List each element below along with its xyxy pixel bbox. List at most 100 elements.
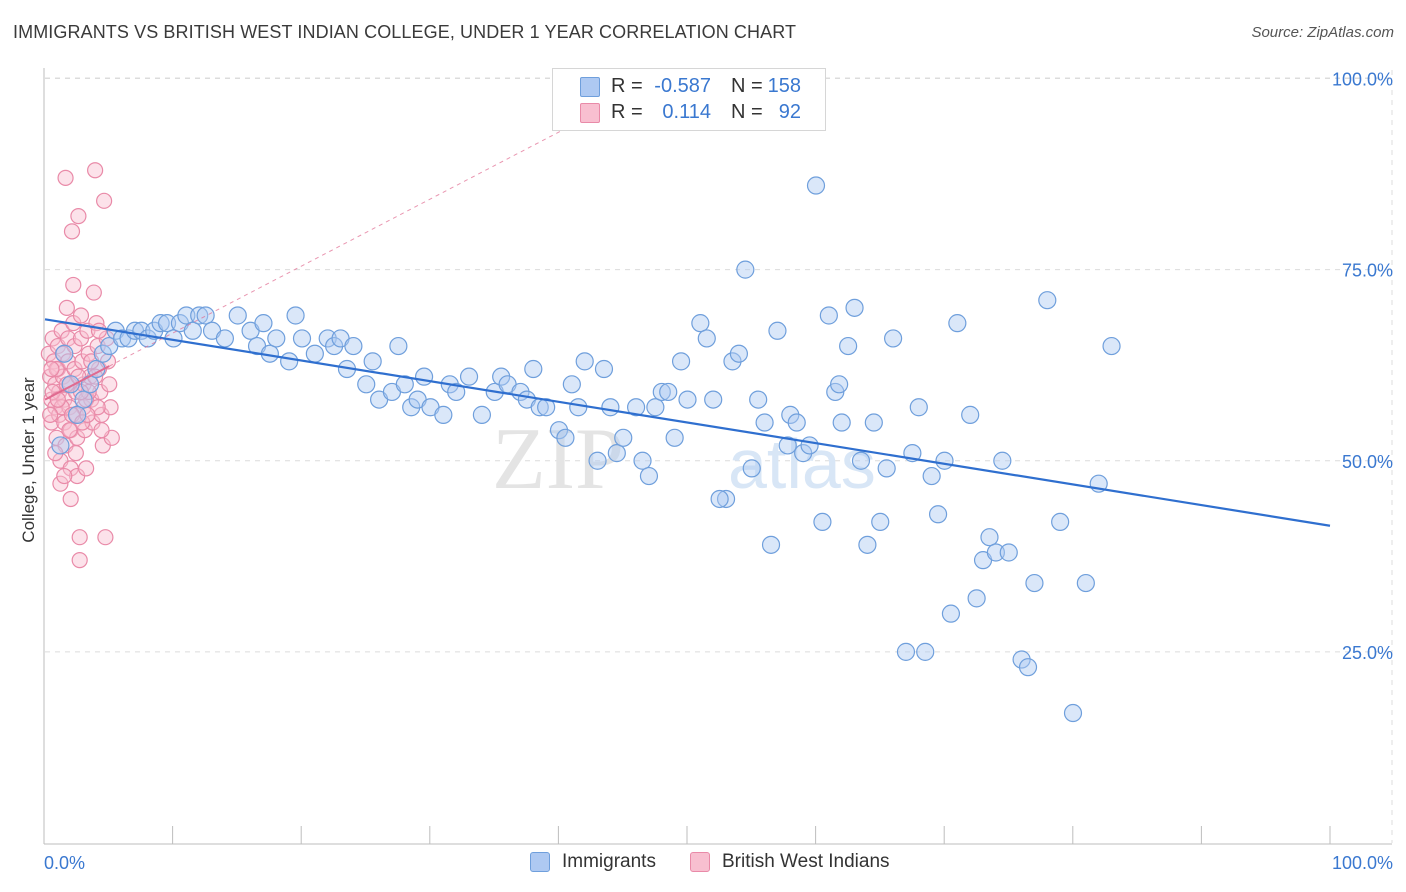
scatter-point <box>102 399 119 416</box>
scatter-point <box>768 321 787 340</box>
r-value-bwi: 0.114 <box>662 101 711 123</box>
scatter-point <box>524 359 543 379</box>
scatter-point <box>864 413 883 432</box>
scatter-point <box>459 367 479 386</box>
scatter-point <box>71 552 88 569</box>
scatter-point <box>344 336 363 356</box>
stats-swatch-bwi <box>580 103 600 123</box>
scatter-point <box>62 490 79 508</box>
scatter-point <box>357 375 376 394</box>
scatter-point <box>280 352 299 371</box>
scatter-point <box>659 382 678 402</box>
scatter-point <box>877 459 896 478</box>
scatter-point <box>916 642 935 661</box>
scatter-point <box>267 329 286 348</box>
scatter-point <box>691 314 710 333</box>
y-tick-label: 25.0% <box>1342 643 1393 663</box>
scatter-point <box>1076 573 1095 593</box>
legend-item-immigrants: Immigrants <box>530 851 656 873</box>
scatter-point <box>157 314 177 333</box>
scatter-point <box>90 322 108 339</box>
y-tick-label: 50.0% <box>1342 452 1393 472</box>
scatter-point <box>594 359 614 379</box>
scatter-point <box>414 367 434 386</box>
scatter-point <box>305 344 324 363</box>
scatter-point <box>57 169 74 186</box>
legend-label-bwi: British West Indians <box>721 851 890 872</box>
scatter-point <box>70 208 87 225</box>
scatter-point <box>61 422 78 439</box>
scatter-point <box>729 344 749 363</box>
scatter-point <box>190 306 209 325</box>
scatter-point <box>678 390 697 409</box>
scatter-point <box>395 375 414 394</box>
scatter-point <box>177 306 196 325</box>
scatter-point <box>909 398 928 417</box>
y-axis-label: College, Under 1 year <box>19 377 38 543</box>
scatter-point <box>42 406 59 423</box>
legend: Immigrants British West Indians <box>530 851 924 873</box>
scatter-point <box>787 413 806 432</box>
scatter-point <box>228 306 247 325</box>
scatter-point <box>74 390 93 409</box>
scatter-point <box>832 413 851 432</box>
scatter-point <box>434 405 453 424</box>
chart-title: IMMIGRANTS VS BRITISH WEST INDIAN COLLEG… <box>13 22 797 42</box>
scatter-point <box>68 405 87 424</box>
scatter-point <box>43 360 60 378</box>
scatter-point <box>85 284 102 301</box>
legend-swatch-immigrants <box>530 852 550 872</box>
scatter-point <box>575 352 594 371</box>
scatter-point <box>697 329 716 348</box>
scatter-point <box>614 428 633 447</box>
scatter-point <box>601 398 620 417</box>
watermark: ZIP atlas <box>492 411 876 508</box>
scatter-point <box>999 543 1018 562</box>
trend-line-bwi-solid <box>44 365 110 401</box>
scatter-point <box>839 336 858 356</box>
scatter-point <box>389 336 408 356</box>
n-value-bwi: 92 <box>778 101 801 123</box>
scatter-point <box>87 162 104 179</box>
scatter-point <box>871 512 890 532</box>
gridlines <box>45 70 1393 843</box>
axis-labels: 25.0% 50.0% 75.0% 100.0% 0.0% 100.0% College, … <box>19 70 1393 874</box>
axes <box>43 68 1392 845</box>
scatter-point <box>58 299 75 316</box>
stats-row-bwi: R = 0.114 N = 92 <box>553 100 825 126</box>
scatter-point <box>1063 703 1083 723</box>
scatter-point <box>78 460 95 477</box>
scatter-point <box>447 382 466 402</box>
watermark-atlas: atlas <box>728 425 876 503</box>
scatter-point <box>71 529 88 546</box>
scatter-point <box>55 344 74 363</box>
scatter-point <box>96 192 113 209</box>
scatter-point <box>639 466 659 486</box>
scatter-point <box>967 589 986 608</box>
r-label: R = <box>611 101 643 123</box>
y-tick-label: 100.0% <box>1332 70 1393 90</box>
scatter-point <box>1025 573 1044 593</box>
scatter-point <box>65 276 82 294</box>
scatter-point <box>49 391 66 408</box>
n-label: N = <box>731 75 763 97</box>
stats-row-immigrants: R = -0.587 N = 158 <box>553 74 825 100</box>
scatter-point <box>63 223 81 240</box>
r-value-immigrants: -0.587 <box>654 75 711 97</box>
scatter-point <box>472 405 491 424</box>
x-tick-label: 100.0% <box>1332 853 1393 873</box>
source-credit: Source: ZipAtlas.com <box>1251 24 1394 41</box>
scatter-point <box>948 314 967 333</box>
scatter-point <box>286 306 305 325</box>
n-label: N = <box>731 101 763 123</box>
scatter-point <box>736 260 755 279</box>
scatter-point <box>151 314 170 333</box>
scatter-point <box>896 642 916 661</box>
stats-swatch-immigrants <box>580 77 600 97</box>
scatter-point <box>72 307 90 324</box>
scatter-point <box>980 528 999 547</box>
scatter-point <box>183 321 202 340</box>
scatter-point <box>761 535 781 554</box>
scatter-point <box>97 529 114 546</box>
scatter-point <box>607 444 626 463</box>
